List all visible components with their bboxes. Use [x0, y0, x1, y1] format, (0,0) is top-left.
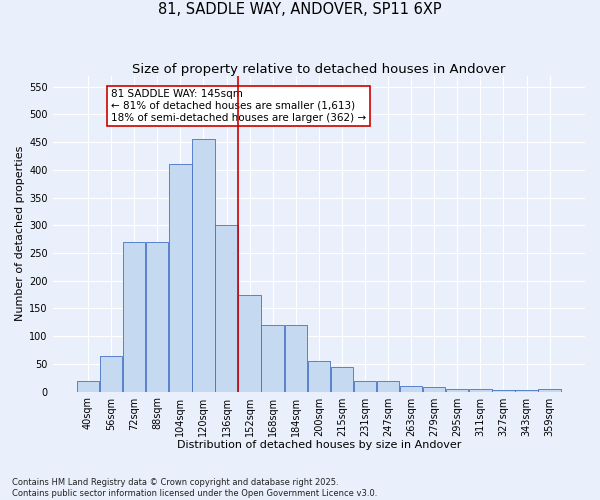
Bar: [262, 325, 284, 392]
Y-axis label: Number of detached properties: Number of detached properties: [15, 146, 25, 321]
Text: 81 SADDLE WAY: 145sqm
← 81% of detached houses are smaller (1,613)
18% of semi-d: 81 SADDLE WAY: 145sqm ← 81% of detached …: [111, 90, 366, 122]
Bar: [400, 386, 422, 392]
X-axis label: Distribution of detached houses by size in Andover: Distribution of detached houses by size …: [176, 440, 461, 450]
Bar: [538, 389, 561, 392]
Bar: [238, 294, 261, 392]
Bar: [77, 380, 99, 392]
Bar: [331, 366, 353, 392]
Bar: [146, 242, 169, 392]
Bar: [123, 242, 145, 392]
Bar: [492, 390, 515, 392]
Text: 81, SADDLE WAY, ANDOVER, SP11 6XP: 81, SADDLE WAY, ANDOVER, SP11 6XP: [158, 2, 442, 18]
Bar: [377, 380, 399, 392]
Bar: [423, 387, 445, 392]
Bar: [469, 389, 491, 392]
Bar: [515, 390, 538, 392]
Bar: [446, 389, 469, 392]
Title: Size of property relative to detached houses in Andover: Size of property relative to detached ho…: [132, 62, 506, 76]
Bar: [354, 380, 376, 392]
Bar: [100, 356, 122, 392]
Bar: [284, 325, 307, 392]
Text: Contains HM Land Registry data © Crown copyright and database right 2025.
Contai: Contains HM Land Registry data © Crown c…: [12, 478, 377, 498]
Bar: [308, 361, 330, 392]
Bar: [169, 164, 191, 392]
Bar: [215, 225, 238, 392]
Bar: [192, 140, 215, 392]
